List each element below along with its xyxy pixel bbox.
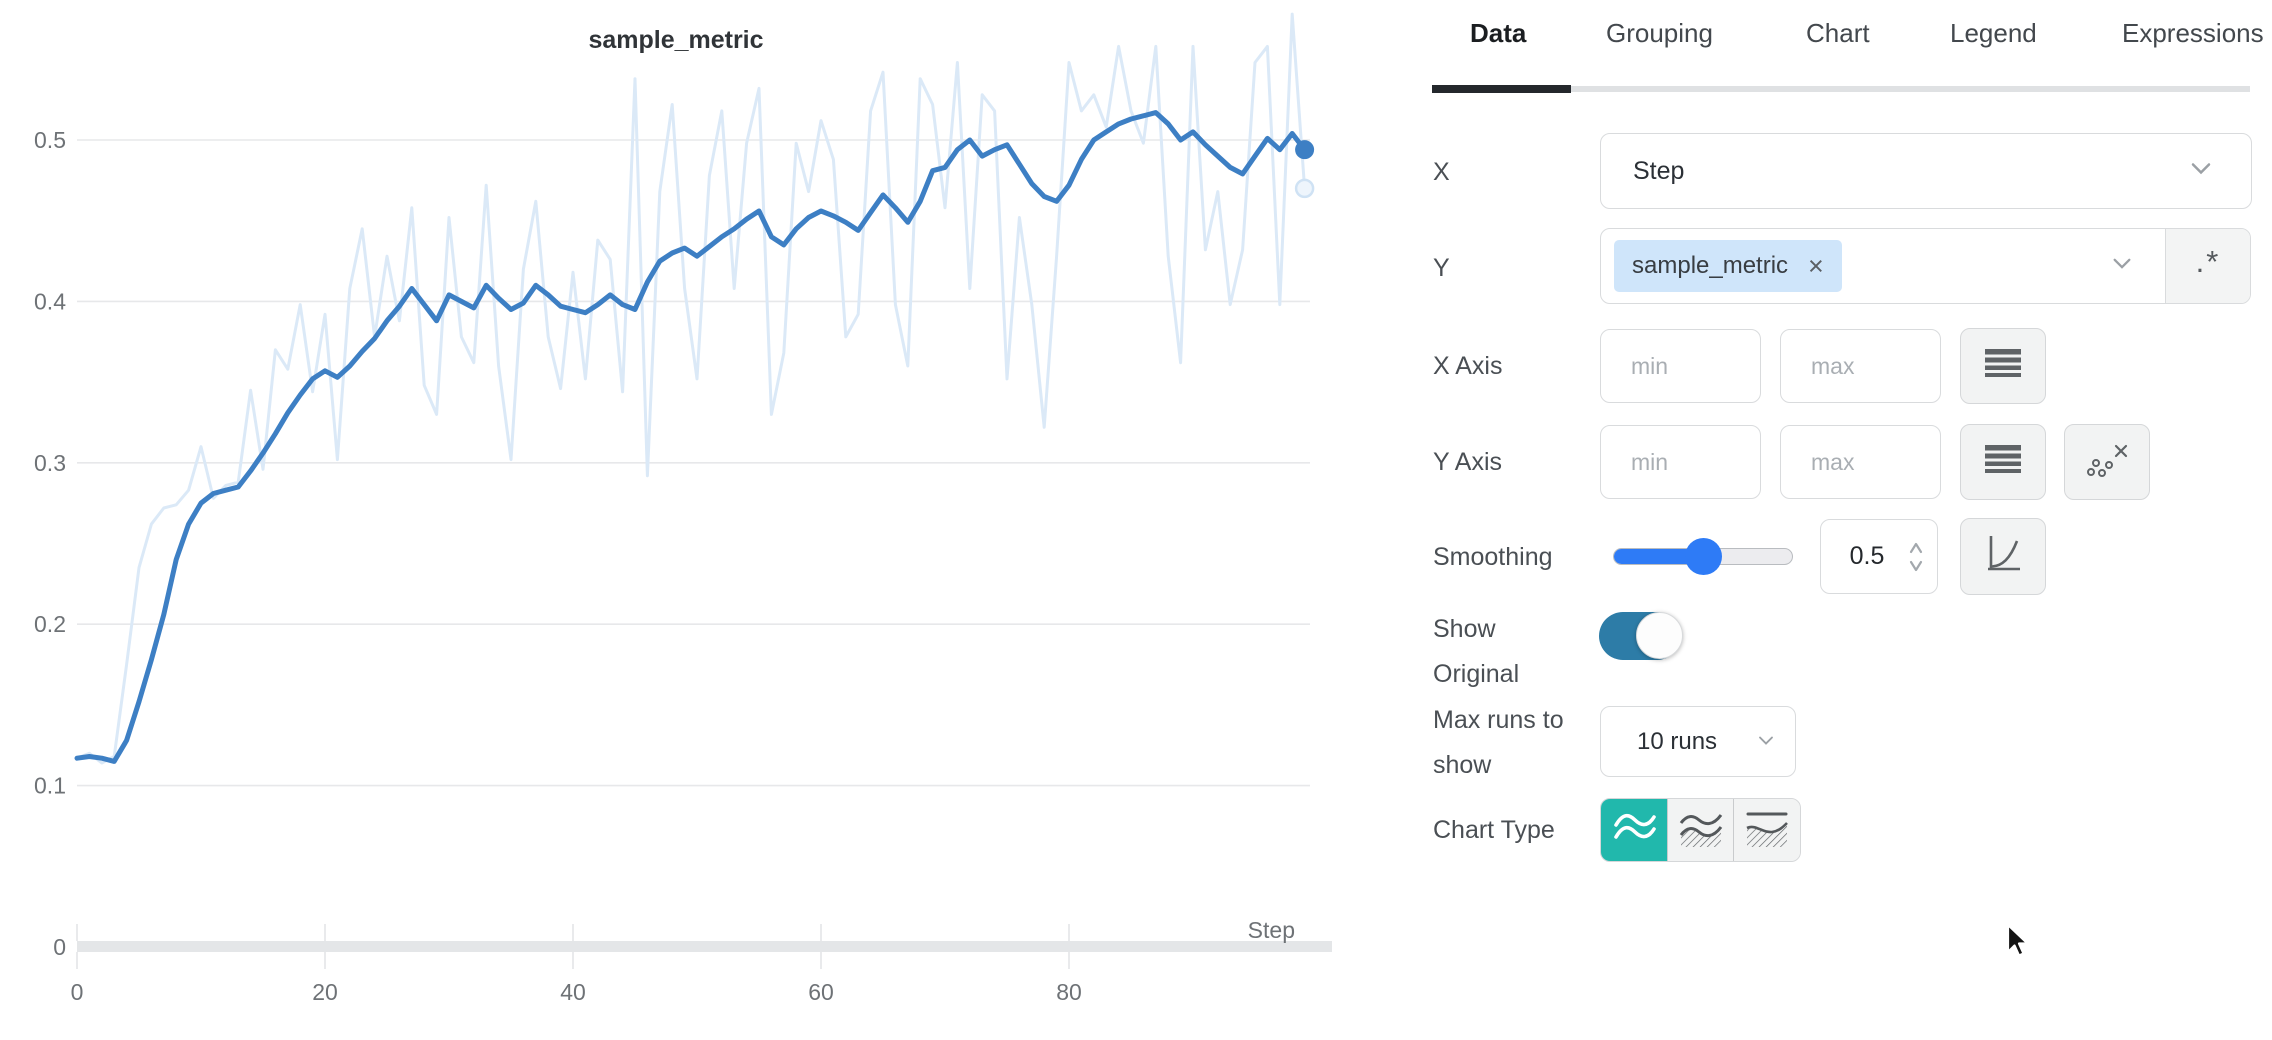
active-tab-indicator [1432, 85, 1571, 93]
max-runs-label-line1: Max runs to [1433, 706, 1564, 734]
y-field-select[interactable]: sample_metric × .* [1600, 228, 2251, 304]
x-axis-log-scale-button[interactable] [1960, 328, 2046, 404]
y-tick-label: 0.5 [34, 127, 66, 153]
max-runs-value: 10 runs [1637, 727, 1718, 755]
chart-type-label: Chart Type [1433, 816, 1555, 844]
series-line [75, 12, 1307, 765]
chevron-down-icon [1757, 733, 1775, 751]
x-axis-bar [77, 941, 1332, 952]
metric-tag[interactable]: sample_metric × [1614, 240, 1842, 292]
tab-bar-divider [1432, 86, 2250, 92]
smoothing-value-input[interactable] [1820, 519, 1938, 594]
exponential-curve-icon [1982, 533, 2024, 580]
metric-tag-label: sample_metric [1632, 252, 1789, 279]
outliers-scatter-icon [2084, 440, 2130, 485]
metric-line-chart[interactable]: 0 0.1 0.2 0.3 0.4 0.5 0 20 40 60 80 Step sample_metr… [0, 0, 1340, 1040]
y-field-label: Y [1433, 254, 1450, 282]
x-tick-label: 40 [560, 979, 586, 1005]
show-original-toggle[interactable] [1599, 612, 1683, 660]
x-axis-min-input[interactable] [1600, 329, 1761, 403]
y-field-value-area[interactable]: sample_metric × [1601, 229, 2165, 303]
smoothing-label: Smoothing [1433, 543, 1553, 571]
x-axis-title: Step [1248, 917, 1295, 943]
y-axis-label: Y Axis [1433, 448, 1503, 476]
show-original-label-line2: Original [1433, 660, 1520, 688]
y-axis-max-input[interactable] [1780, 425, 1941, 499]
tab-data[interactable]: Data [1470, 18, 1527, 48]
x-axis-max-input[interactable] [1780, 329, 1941, 403]
x-tick-label: 0 [71, 979, 84, 1005]
max-runs-label: Max runs to show [1433, 698, 1564, 788]
series-end-dot [1295, 140, 1315, 160]
chart-type-line-button[interactable] [1601, 799, 1667, 861]
regex-filter-button[interactable]: .* [2165, 229, 2250, 303]
x-field-value: Step [1633, 156, 1685, 185]
tab-grouping[interactable]: Grouping [1606, 18, 1713, 48]
series-end-dot [1294, 178, 1315, 199]
y-tick-label: 0.2 [34, 611, 66, 637]
max-runs-select[interactable]: 10 runs [1600, 706, 1796, 777]
tab-legend[interactable]: Legend [1950, 18, 2037, 48]
x-field-select[interactable]: Step [1600, 133, 2252, 209]
tab-expressions[interactable]: Expressions [2122, 18, 2264, 48]
chevron-down-icon [2189, 162, 2213, 181]
scale-bars-icon [1985, 444, 2021, 480]
smoothing-slider[interactable] [1613, 538, 1793, 575]
y-axis-min-input[interactable] [1600, 425, 1761, 499]
max-runs-label-line2: show [1433, 751, 1492, 779]
series-line [74, 110, 1308, 764]
line-with-band-icon [1677, 806, 1725, 855]
smoothing-slider-thumb[interactable] [1685, 538, 1722, 575]
toggle-knob [1636, 612, 1683, 659]
smoothing-algorithm-button[interactable] [1960, 518, 2046, 595]
number-stepper-icons[interactable] [1908, 540, 1924, 579]
chart-title: sample_metric [588, 26, 763, 54]
x-tick-label: 20 [312, 979, 338, 1005]
y-axis-log-scale-button[interactable] [1960, 424, 2046, 500]
tab-chart[interactable]: Chart [1806, 18, 1870, 48]
smoothing-slider-fill [1614, 549, 1703, 564]
chart-type-segmented-control [1600, 798, 1801, 862]
scale-bars-icon [1985, 348, 2021, 384]
y-tick-label: 0 [53, 934, 66, 960]
show-original-label-line1: Show [1433, 615, 1496, 643]
chart-type-minmax-button[interactable] [1733, 799, 1800, 861]
show-original-label: Show Original [1433, 607, 1519, 697]
x-field-label: X [1433, 158, 1450, 186]
mouse-cursor-icon [1995, 915, 2035, 959]
x-tick-label: 80 [1056, 979, 1082, 1005]
line-with-range-icon [1743, 806, 1791, 855]
y-tick-label: 0.1 [34, 773, 66, 799]
remove-metric-icon[interactable]: × [1808, 250, 1824, 281]
x-tick-label: 60 [808, 979, 834, 1005]
y-tick-label: 0.4 [34, 288, 66, 314]
line-plot-icon [1610, 806, 1658, 855]
x-axis-label: X Axis [1433, 352, 1503, 380]
y-tick-label: 0.3 [34, 450, 66, 476]
chevron-down-icon [2111, 257, 2133, 275]
ignore-outliers-button[interactable] [2064, 424, 2150, 500]
chart-type-area-button[interactable] [1666, 799, 1734, 861]
